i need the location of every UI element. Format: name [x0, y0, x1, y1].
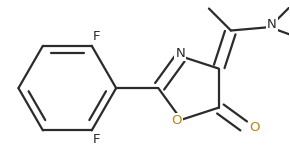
Text: F: F [93, 31, 100, 43]
Text: F: F [93, 133, 100, 146]
Text: N: N [175, 47, 185, 60]
Text: N: N [267, 18, 277, 31]
Text: O: O [172, 114, 182, 127]
Text: O: O [249, 121, 260, 134]
